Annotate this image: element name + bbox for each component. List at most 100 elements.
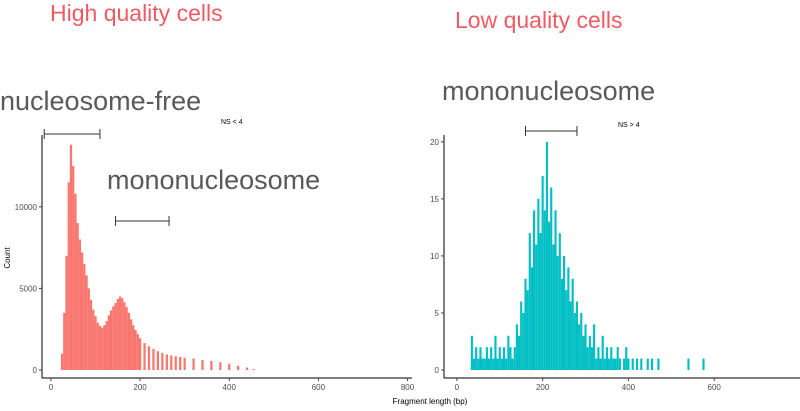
histogram-bar [83,263,86,370]
histogram-bar [650,358,654,370]
histogram-bar [109,310,113,370]
histogram-bar [522,312,525,370]
histogram-bar [597,347,600,370]
histogram-bar [477,358,480,370]
histogram-bar [612,358,615,370]
histogram-bar [578,324,581,370]
histogram-bar [143,343,146,370]
histogram-bar [192,358,195,370]
histogram-bar [552,244,555,370]
histogram-bar [586,347,589,370]
ns-label-low: NS > 4 [618,122,640,129]
histogram-bar [657,358,660,370]
histogram-bar [161,352,164,370]
y-tick-label: 10 [430,252,439,261]
histogram-bar [123,302,126,370]
histogram-bar [485,347,488,370]
histogram-bar [127,312,131,370]
histogram-bar [543,210,546,370]
x-axis-title: Fragment length (bp) [393,397,468,406]
y-tick-label: 15 [430,195,439,204]
histogram-bar [509,347,512,370]
histogram-bar [138,338,142,370]
histogram-bar [183,357,186,370]
histogram-bar [472,358,476,370]
histogram-bar [152,348,155,370]
histogram-bar [237,365,240,370]
histogram-bar [573,312,576,370]
histogram-bar [584,324,587,370]
histogram-bar [74,193,77,370]
histogram-bar [219,362,222,370]
histogram-bar [535,244,538,370]
histogram-bar [116,299,119,370]
high-quality-title: High quality cells [50,0,223,26]
annotation-bracket [43,129,101,139]
histogram-bar [541,176,544,370]
histogram-bar [565,290,568,370]
histogram-bar [558,233,561,370]
y-tick-label: 5 [435,309,440,318]
low-quality-panel: 0 200 400 600 0 5 10 15 20 [430,126,800,392]
histogram-bar [470,335,473,370]
x-tick-label: 600 [708,383,722,392]
histogram-bar [625,347,628,370]
histogram-bar [101,327,104,370]
histogram-bar [487,358,491,370]
histogram-bar [563,255,566,370]
histogram-bar [502,347,506,370]
histogram-bar [492,358,495,370]
histogram-bar [496,358,499,370]
x-tick-label: 200 [133,383,147,392]
histogram-bar [590,347,594,370]
histogram-bar [134,330,137,370]
mononucleosome-label-high: mononucleosome [107,165,320,195]
histogram-bar [556,255,559,370]
histogram-bar [627,358,630,370]
histogram-bar [603,358,606,370]
histogram-bar [571,278,574,370]
histogram-bar [92,309,95,370]
histogram-bar [631,358,634,370]
histogram-bar [481,358,484,370]
histogram-bar [483,358,486,370]
histogram-bar [89,299,93,370]
histogram-bar [515,324,518,370]
histogram-bar [121,298,124,370]
histogram-bar [507,335,510,370]
histogram-bar [94,316,97,370]
histogram-bar [69,144,73,370]
histogram-bar [81,252,84,370]
histogram-bar [490,347,493,370]
histogram-bar [87,288,90,370]
histogram-bar [580,312,583,370]
histogram-bar [112,306,115,370]
histogram-bar [569,301,572,370]
histogram-bar [595,358,598,370]
histogram-bar [567,267,570,370]
histogram-bar [575,301,579,370]
histogram-bar [616,347,619,370]
histogram-bar [498,347,501,370]
histogram-bar [640,358,643,370]
histogram-bar [646,358,649,370]
histogram-bar [78,239,82,370]
histogram-bar [170,355,173,370]
histogram-bar [67,182,70,370]
histogram-bar [550,187,553,370]
histogram-bar [635,358,639,370]
histogram-bar [96,322,99,370]
histogram-bar [614,358,617,370]
histogram-bar [524,278,527,370]
histogram-bar [554,210,557,370]
histogram-bar [107,315,110,370]
histogram-bar [252,369,255,370]
histogram-bar [618,358,621,370]
y-tick-label: 0 [33,366,38,375]
histogram-bar [179,356,182,370]
x-tick-label: 400 [622,383,636,392]
histogram-bar [526,290,529,370]
ns-label-high: NS < 4 [221,119,243,126]
histogram-bar [505,358,508,370]
histogram-bar [494,335,497,370]
